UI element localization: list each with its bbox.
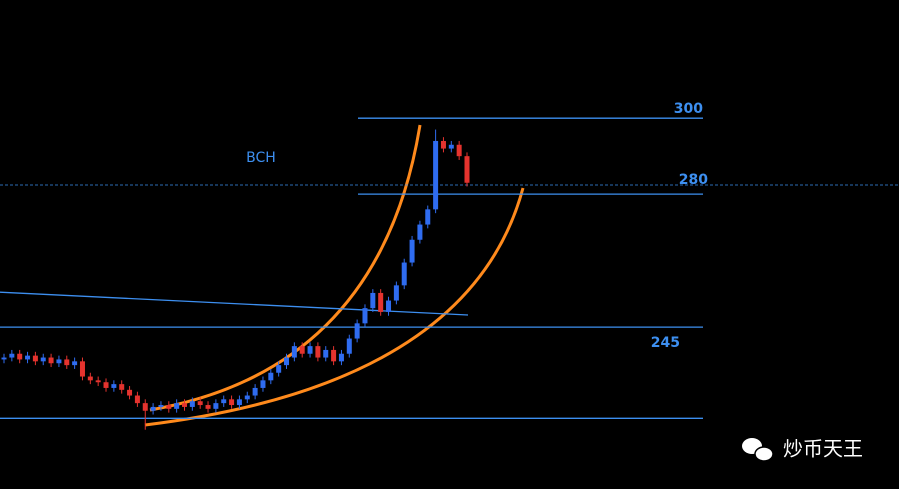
candle-body	[346, 338, 352, 354]
candle-body	[103, 382, 109, 388]
candle-body	[174, 403, 180, 409]
candle-body	[252, 387, 258, 396]
candle-body	[25, 355, 31, 360]
candle-body	[370, 292, 376, 309]
candle-body	[299, 346, 305, 354]
candle-body	[166, 405, 172, 409]
candle-body	[307, 346, 313, 354]
candle-body	[362, 308, 368, 324]
candle-body	[48, 357, 54, 364]
level-label: 245	[651, 335, 680, 351]
candle-body	[64, 359, 70, 366]
candle-body	[229, 399, 235, 406]
candle-body	[315, 346, 321, 358]
candle-body	[127, 389, 133, 396]
candle-body	[409, 239, 415, 263]
level-label: 280	[679, 172, 708, 188]
candle-body	[213, 403, 219, 409]
candle-body	[9, 353, 15, 358]
candle-body	[79, 361, 85, 377]
candle-body	[401, 262, 407, 286]
candle-body	[284, 357, 290, 366]
candle-body	[268, 372, 274, 381]
channel-upper	[149, 124, 422, 412]
candle-body	[134, 395, 140, 404]
candle-body	[386, 300, 392, 312]
symbol-label: BCH	[246, 150, 276, 166]
watermark: 炒币天王	[742, 437, 863, 462]
candle-body	[17, 353, 23, 360]
candle-body	[142, 403, 148, 411]
candle-body	[32, 355, 38, 362]
candle-body	[378, 292, 384, 312]
candle-body	[464, 156, 470, 183]
watermark-text: 炒币天王	[783, 437, 863, 461]
candle-body	[448, 144, 454, 149]
candle-body	[244, 395, 250, 400]
candle-body	[331, 349, 337, 362]
candle-body	[323, 349, 329, 358]
candle-body	[1, 357, 7, 360]
candle-body	[95, 380, 101, 383]
wechat-icon	[754, 446, 774, 462]
candle-body	[111, 384, 117, 388]
candle-body	[205, 405, 211, 409]
candle-body	[87, 376, 93, 381]
candle-body	[119, 384, 125, 390]
candle-body	[354, 323, 360, 339]
level-label: 300	[674, 101, 703, 117]
candle-body	[158, 405, 164, 407]
candle-body	[276, 365, 282, 373]
candle-body	[425, 209, 431, 225]
candle-body	[417, 224, 423, 240]
candle-body	[260, 380, 266, 388]
candle-body	[236, 399, 242, 406]
channel-lower	[144, 187, 525, 427]
candle-body	[456, 144, 462, 157]
candle-body	[56, 359, 62, 364]
candle-body	[197, 401, 203, 406]
candle-body	[440, 140, 446, 149]
candle-body	[40, 357, 46, 362]
candle-body	[221, 399, 227, 404]
candle-body	[433, 140, 439, 210]
candle-body	[338, 353, 344, 362]
candle-body	[189, 401, 195, 407]
candle-body	[393, 285, 399, 301]
candle-body	[181, 403, 187, 407]
candle-body	[291, 346, 297, 358]
candle-body	[72, 361, 78, 366]
candle-body	[150, 406, 156, 411]
